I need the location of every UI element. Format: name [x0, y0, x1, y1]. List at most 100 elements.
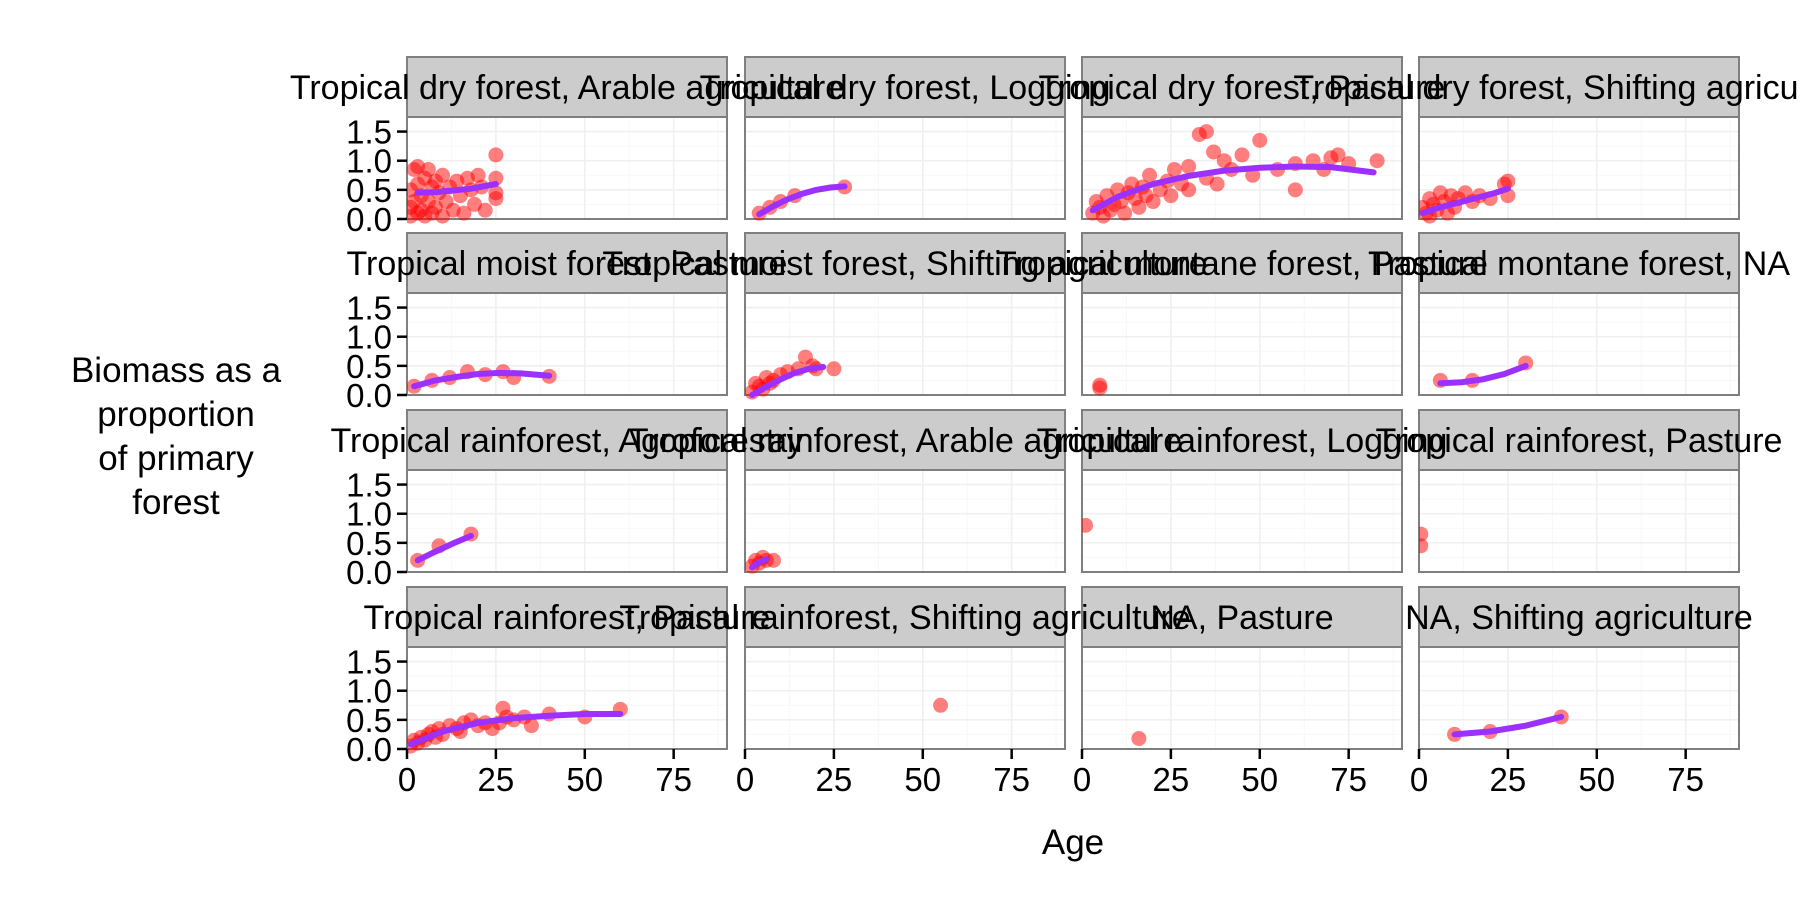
facet-panel — [1081, 232, 1403, 396]
y-tick-label: 1.5 — [346, 290, 392, 327]
data-point — [1117, 205, 1133, 221]
facet-strip — [406, 409, 728, 471]
x-tick-label: 25 — [1153, 761, 1190, 798]
x-tick-label: 75 — [1667, 761, 1704, 798]
y-tick-label: 0.0 — [346, 201, 392, 238]
point-group — [407, 364, 557, 394]
data-point — [435, 167, 451, 183]
data-point — [523, 718, 539, 734]
data-point — [1163, 188, 1179, 204]
facet-strip — [744, 232, 1066, 294]
facet-strip — [406, 56, 728, 118]
x-tick-label: 50 — [1578, 761, 1615, 798]
trend-line — [756, 183, 848, 218]
facet-label: Tropical dry forest, Shifting agricultur… — [1293, 69, 1800, 107]
data-point — [1131, 731, 1147, 747]
data-point — [488, 191, 504, 207]
trend-line — [414, 532, 474, 564]
point-group — [1085, 124, 1385, 224]
facet-strip — [406, 232, 728, 294]
point-group — [933, 697, 949, 713]
data-point — [765, 552, 781, 568]
data-point — [826, 361, 842, 377]
facet-panel — [744, 409, 1066, 574]
data-point — [1166, 161, 1182, 177]
point-group — [1432, 355, 1534, 388]
facet-label: Tropical rainforest, Agroforestry — [330, 422, 803, 460]
trend-line — [749, 556, 770, 571]
y-tick-label: 1.5 — [346, 467, 392, 504]
trend-line — [414, 181, 499, 196]
axes-layer: 0.00.51.01.50.00.51.01.50.00.51.01.50.00… — [346, 114, 1704, 798]
facet-strip — [744, 586, 1066, 648]
y-axis-title-line: Biomass as a — [71, 351, 282, 390]
point-group — [1419, 526, 1429, 554]
y-axis-title: Biomass as a proportion of primary forest — [71, 351, 282, 522]
x-tick-label: 50 — [566, 761, 603, 798]
y-tick-label: 0.0 — [346, 554, 392, 591]
point-group — [751, 179, 853, 221]
facet-panel — [1418, 586, 1740, 750]
point-group — [1131, 731, 1147, 747]
x-axis-title: Age — [1042, 823, 1104, 862]
y-tick-label: 1.0 — [346, 496, 392, 533]
x-tick-label: 25 — [1490, 761, 1527, 798]
point-group — [407, 700, 628, 754]
y-tick-label: 1.0 — [346, 319, 392, 356]
data-point — [456, 205, 472, 221]
facet-label: Tropical rainforest, Pasture — [364, 599, 771, 637]
facet-label: Tropical dry forest, Pasture — [1039, 69, 1446, 107]
data-point — [1330, 147, 1346, 163]
trend-line — [407, 711, 624, 748]
data-point — [1209, 176, 1225, 192]
data-point — [933, 697, 949, 713]
x-tick-label: 75 — [993, 761, 1030, 798]
facet-label: Tropical rainforest, Shifting agricultur… — [619, 599, 1190, 637]
y-tick-label: 1.0 — [346, 143, 392, 180]
facet-strip — [1418, 232, 1740, 294]
facet-panel — [1081, 56, 1403, 224]
point-group — [1082, 517, 1094, 533]
facet-strip — [1418, 586, 1740, 648]
facet-label: Tropical moist forest, Pasture — [347, 245, 788, 283]
facet-label: NA, Shifting agriculture — [1405, 599, 1753, 637]
trend-line — [1437, 362, 1529, 387]
facet-strip — [744, 56, 1066, 118]
data-point — [1419, 526, 1429, 542]
y-tick-label: 1.0 — [346, 673, 392, 710]
data-point — [1142, 167, 1158, 183]
x-tick-label: 0 — [1073, 761, 1091, 798]
y-axis-title-line: forest — [132, 483, 220, 522]
data-point — [1500, 173, 1516, 189]
facet-panel — [744, 586, 1066, 750]
facet-label: NA, Pasture — [1150, 599, 1333, 637]
facet-label: Tropical rainforest, Pasture — [1376, 422, 1783, 460]
data-point — [470, 167, 486, 183]
y-axis-title-line: of primary — [98, 439, 254, 478]
facet-panel — [406, 586, 728, 754]
facet-label: Tropical dry forest, Logging — [700, 69, 1111, 107]
facet-strip — [1081, 586, 1403, 648]
x-tick-label: 50 — [1241, 761, 1278, 798]
data-point — [1092, 377, 1108, 393]
facet-panel — [1081, 409, 1403, 573]
panel-grid — [406, 293, 727, 396]
facet-label: Tropical rainforest, Logging — [1037, 422, 1448, 460]
x-tick-label: 0 — [1410, 761, 1428, 798]
y-tick-label: 0.5 — [346, 702, 392, 739]
facet-strip — [406, 586, 728, 648]
facet-strip — [1418, 409, 1740, 471]
point-group — [745, 349, 842, 400]
facet-label: Tropical dry forest, Arable agriculture — [290, 69, 844, 107]
facet-panel — [406, 409, 728, 573]
y-tick-label: 0.5 — [346, 172, 392, 209]
point-group — [1447, 709, 1569, 742]
trend-line — [411, 369, 553, 390]
point-group — [410, 526, 479, 568]
facet-label: Tropical montane forest, NA — [1368, 245, 1790, 283]
facet-panel — [406, 56, 728, 224]
facet-strip — [1081, 232, 1403, 294]
data-point — [1419, 538, 1429, 554]
x-tick-label: 25 — [816, 761, 853, 798]
trend-line — [749, 364, 827, 398]
